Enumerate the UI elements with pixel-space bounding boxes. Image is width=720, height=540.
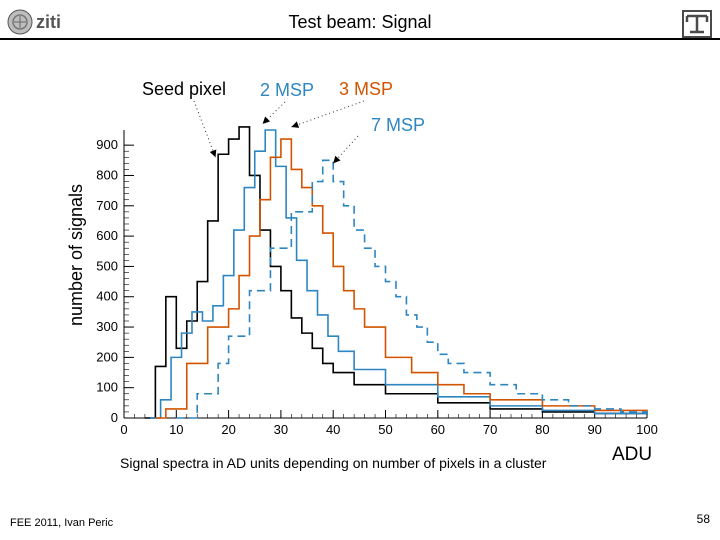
footer-author: FEE 2011, Ivan Peric (10, 517, 114, 529)
plot-series (144, 126, 648, 419)
y-tick-label: 800 (96, 167, 118, 182)
y-tick-label: 200 (96, 349, 118, 364)
ziti-logo-icon: ziti (7, 9, 61, 35)
y-tick-label: 300 (96, 319, 118, 334)
figure-caption: Signal spectra in AD units depending on … (120, 455, 547, 471)
x-tick-label: 30 (274, 422, 288, 437)
annotation-arrowhead (262, 116, 271, 124)
svg-text:ziti: ziti (36, 12, 61, 32)
x-axis-unit-label: ADU (612, 444, 653, 465)
series-3-msp (155, 138, 648, 419)
plot-annotations: Seed pixel 2 MSP 3 MSP 7 MSP (142, 79, 425, 164)
x-tick-label: 40 (326, 422, 340, 437)
y-tick-label: 700 (96, 198, 118, 213)
slide-title: Test beam: Signal (288, 12, 432, 32)
annotation-arrowhead (209, 149, 217, 158)
y-tick-label: 0 (111, 410, 118, 425)
x-tick-label: 0 (120, 422, 127, 437)
x-tick-label: 90 (587, 422, 601, 437)
series-2-msp (150, 129, 648, 419)
annotation-pointer (291, 100, 365, 128)
y-tick-label: 400 (96, 289, 118, 304)
annotation-3-msp: 3 MSP (339, 79, 393, 99)
x-tick-label: 10 (169, 422, 183, 437)
x-tick-label: 70 (483, 422, 497, 437)
uni-logo (682, 10, 712, 38)
annotation-pointer (193, 100, 216, 158)
x-tick-label: 80 (535, 422, 549, 437)
annotation-arrowhead (291, 121, 300, 128)
annotation-2-msp: 2 MSP (260, 80, 314, 100)
y-axis-label: number of signals (66, 184, 86, 326)
series-7-msp (176, 159, 648, 419)
x-tick-label: 100 (636, 422, 658, 437)
university-logo-icon (682, 10, 712, 38)
y-tick-label: 100 (96, 380, 118, 395)
y-tick-label: 900 (96, 137, 118, 152)
series-seed-pixel (144, 126, 648, 419)
annotation-7-msp: 7 MSP (371, 115, 425, 135)
header-rule (0, 38, 720, 40)
x-tick-label: 20 (221, 422, 235, 437)
x-tick-label: 60 (431, 422, 445, 437)
y-tick-label: 600 (96, 228, 118, 243)
x-tick-label: 50 (378, 422, 392, 437)
annotation-seed-pixel: Seed pixel (142, 79, 226, 99)
annotation-arrowhead (333, 155, 341, 164)
ziti-logo: ziti (6, 8, 90, 36)
page-number: 58 (696, 512, 710, 526)
plot-axes: 0 10 20 30 40 50 60 70 80 90 100 0 100 200 300 400 500 60… (96, 130, 658, 437)
y-tick-label: 500 (96, 258, 118, 273)
